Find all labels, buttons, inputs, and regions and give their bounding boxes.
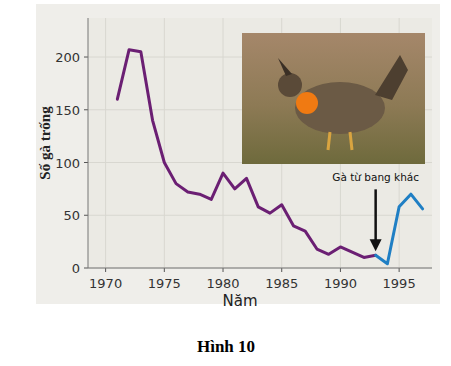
x-tick: [281, 268, 282, 272]
root: 0 50 100 150 200 1970 1975 1980 1985 1990 1995 Gà t…: [0, 0, 451, 366]
x-tick-label: 1990: [324, 276, 357, 291]
y-axis-label: Số gà trống: [37, 106, 53, 180]
x-tick-label: 1980: [206, 276, 239, 291]
panel: [36, 4, 440, 304]
bird-tail: [375, 55, 408, 100]
grid-line: [88, 268, 432, 269]
x-tick: [223, 268, 224, 272]
bird-head: [278, 73, 302, 97]
annotation-arrowhead: [370, 239, 382, 251]
photo: [242, 33, 425, 164]
chart: 0 50 100 150 200 1970 1975 1980 1985 1990 1995 Gà t…: [0, 0, 451, 366]
y-tick: [84, 57, 88, 58]
bird-leg: [328, 132, 330, 150]
y-tick: [84, 215, 88, 216]
x-tick: [105, 268, 106, 272]
lines: [117, 50, 422, 264]
photo-bg: [242, 33, 425, 164]
x-tick: [399, 268, 400, 272]
y-tick-label: 150: [55, 103, 80, 118]
y-tick-label: 200: [55, 50, 80, 65]
y-tick-label: 100: [55, 156, 80, 171]
y-axis: [88, 18, 89, 268]
bird-crest: [278, 58, 292, 76]
x-tick-label: 1970: [89, 276, 122, 291]
x-tick-label: 1985: [265, 276, 298, 291]
x-tick-label: 1995: [383, 276, 416, 291]
y-tick: [84, 109, 88, 110]
y-tick-label: 0: [72, 261, 80, 276]
grid-line: [164, 18, 165, 268]
y-tick: [84, 162, 88, 163]
bird-sac: [296, 92, 318, 114]
annotation-arrow: [374, 189, 377, 243]
grid-line: [223, 18, 224, 268]
y-tick-label: 50: [63, 208, 80, 223]
bird-body: [295, 82, 385, 134]
y-tick: [84, 268, 88, 269]
bird-leg: [350, 132, 352, 150]
grid-line: [105, 18, 106, 268]
grid-line: [88, 215, 432, 216]
x-tick: [340, 268, 341, 272]
annotation: Gà từ bang khác: [332, 171, 419, 183]
x-tick: [164, 268, 165, 272]
x-axis-label: Năm: [222, 292, 257, 310]
series-line: [117, 50, 375, 258]
caption: Hình 10: [197, 337, 255, 356]
x-tick-label: 1975: [148, 276, 181, 291]
series-line: [376, 194, 423, 264]
plot-area: [88, 18, 432, 268]
x-axis: [88, 268, 432, 269]
